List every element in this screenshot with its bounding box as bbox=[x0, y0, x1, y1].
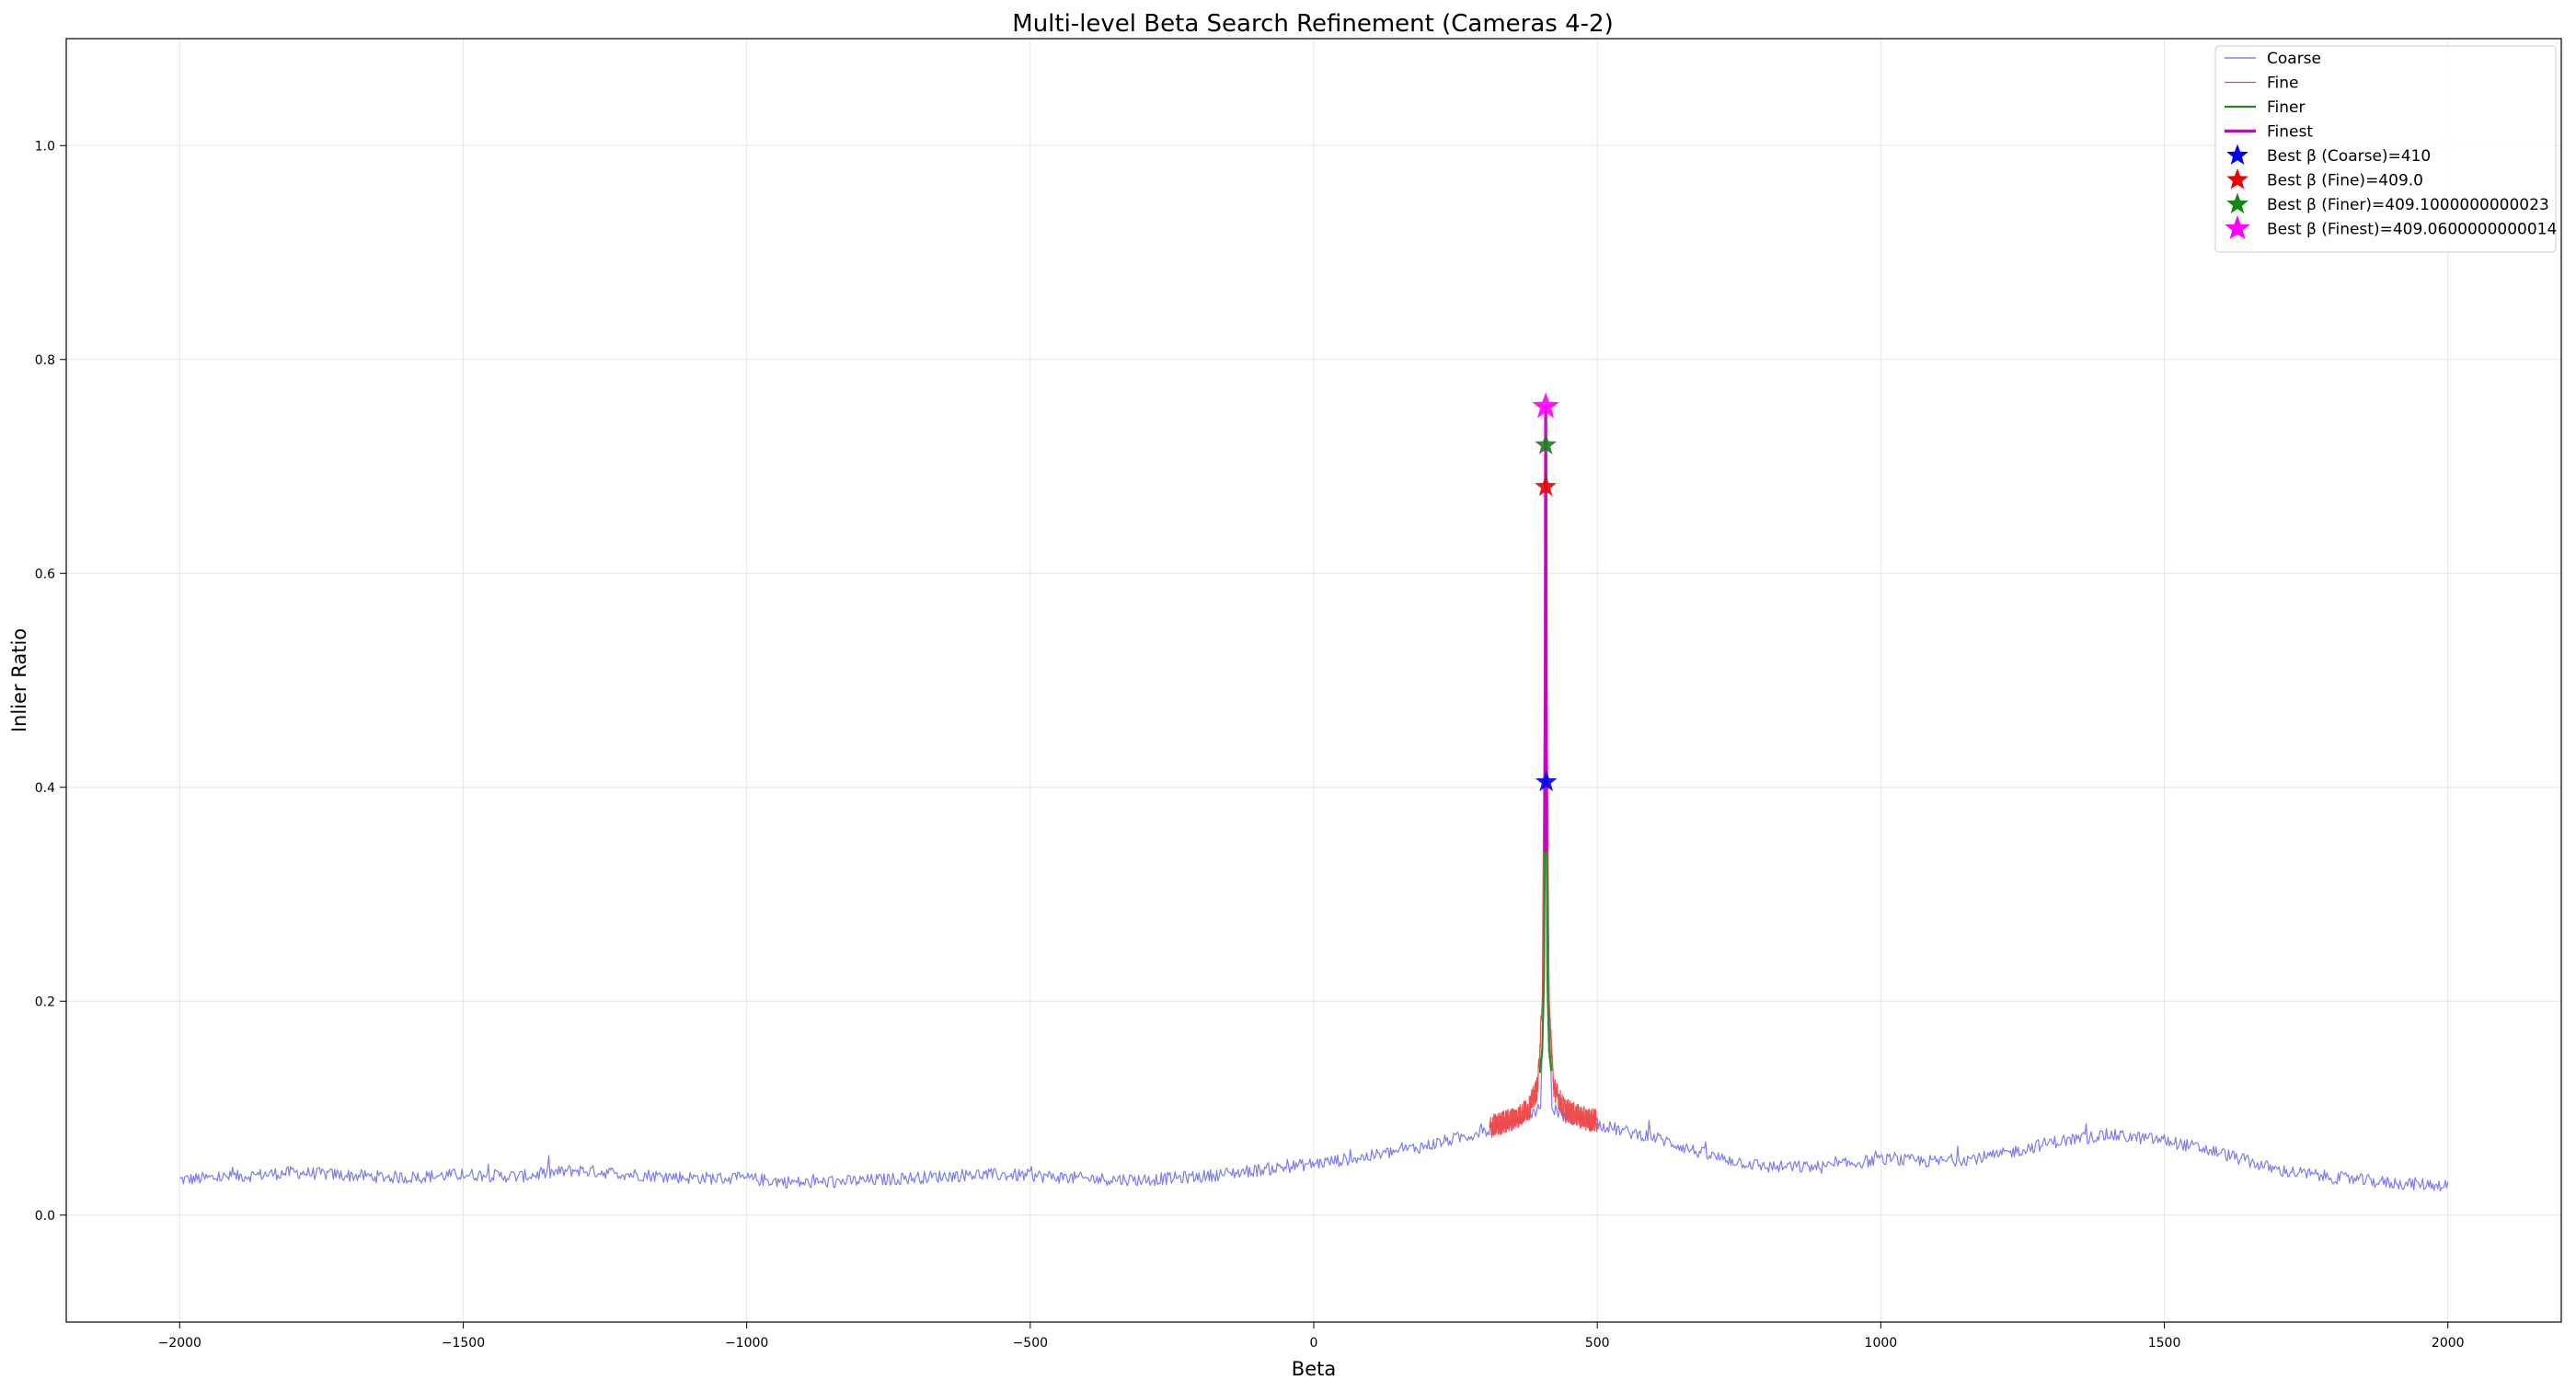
legend-star-1 bbox=[2226, 168, 2248, 190]
x-axis-label: Beta bbox=[1292, 1358, 1336, 1380]
legend-star-2 bbox=[2226, 192, 2248, 214]
legend: Coarse Fine Finer Finest Best β (Coarse)=410… bbox=[2214, 45, 2557, 253]
legend-label: Coarse bbox=[2267, 50, 2321, 68]
legend-star-3 bbox=[2225, 215, 2250, 240]
best-beta-marker-1 bbox=[1535, 475, 1557, 497]
best-beta-marker-2 bbox=[1535, 433, 1557, 454]
y-axis: 0.0 0.2 0.4 0.6 0.8 1.0 bbox=[35, 139, 66, 1224]
y-tick-label: 0.0 bbox=[35, 1209, 55, 1224]
y-axis-label: Inlier Ratio bbox=[8, 628, 30, 732]
marker-layer bbox=[1532, 392, 1559, 791]
x-tick-label: −1000 bbox=[725, 1336, 768, 1351]
y-tick-label: 0.4 bbox=[35, 781, 55, 796]
grid-lines bbox=[66, 39, 2561, 1322]
x-tick-label: −1500 bbox=[442, 1336, 485, 1351]
legend-label: Finer bbox=[2267, 98, 2306, 117]
y-tick-label: 1.0 bbox=[35, 139, 55, 154]
series-layer bbox=[179, 404, 2449, 1192]
x-tick-label: 1000 bbox=[1865, 1336, 1898, 1351]
x-tick-label: 2000 bbox=[2432, 1336, 2465, 1351]
legend-label: Best β (Finer)=409.1000000000023 bbox=[2267, 196, 2549, 214]
legend-label: Fine bbox=[2267, 75, 2299, 93]
series-line-fine bbox=[1489, 493, 1598, 1139]
series-line-coarse bbox=[179, 830, 2449, 1192]
legend-label: Finest bbox=[2267, 123, 2313, 142]
legend-label: Best β (Finest)=409.0600000000014 bbox=[2267, 221, 2557, 239]
legend-star-0 bbox=[2226, 144, 2248, 166]
x-tick-label: 0 bbox=[1310, 1336, 1318, 1351]
best-beta-marker-0 bbox=[1535, 770, 1558, 791]
x-tick-label: −500 bbox=[1013, 1336, 1048, 1351]
chart-title: Multi-level Beta Search Refinement (Came… bbox=[1012, 10, 1613, 38]
legend-label: Best β (Fine)=409.0 bbox=[2267, 172, 2423, 190]
y-tick-label: 0.2 bbox=[35, 995, 55, 1009]
y-tick-label: 0.6 bbox=[35, 567, 55, 581]
best-beta-marker-3 bbox=[1532, 392, 1559, 419]
x-axis: −2000 −1500 −1000 −500 0 500 1000 1500 2000 bbox=[158, 1322, 2465, 1351]
y-tick-label: 0.8 bbox=[35, 353, 55, 368]
legend-label: Best β (Coarse)=410 bbox=[2267, 147, 2431, 166]
legend-box bbox=[2214, 45, 2557, 253]
x-tick-label: 500 bbox=[1585, 1336, 1610, 1351]
x-tick-label: 1500 bbox=[2148, 1336, 2181, 1351]
x-tick-label: −2000 bbox=[158, 1336, 201, 1351]
